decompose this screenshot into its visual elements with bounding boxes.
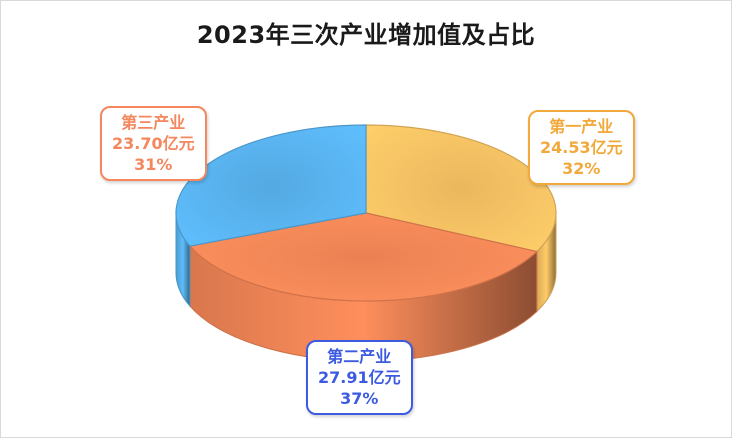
label-percent: 37%	[340, 389, 379, 408]
label-primary-industry: 第一产业 24.53亿元 32%	[528, 110, 635, 185]
pie-top-faces	[175, 124, 557, 302]
pie-slice-3	[175, 124, 367, 247]
label-percent: 32%	[562, 159, 601, 178]
pie-slice-1	[365, 124, 557, 253]
label-value: 23.70亿元	[112, 134, 195, 153]
label-name: 第二产业	[327, 347, 392, 366]
label-value: 27.91亿元	[318, 368, 401, 387]
label-tertiary-industry: 第三产业 23.70亿元 31%	[100, 106, 207, 181]
label-secondary-industry: 第二产业 27.91亿元 37%	[306, 340, 413, 415]
label-name: 第一产业	[549, 117, 614, 136]
pie-slice-2	[188, 212, 539, 302]
label-name: 第三产业	[121, 113, 186, 132]
label-percent: 31%	[134, 155, 173, 174]
pie-side-walls	[175, 212, 557, 362]
label-value: 24.53亿元	[540, 138, 623, 157]
chart-title: 2023年三次产业增加值及占比	[196, 21, 536, 49]
